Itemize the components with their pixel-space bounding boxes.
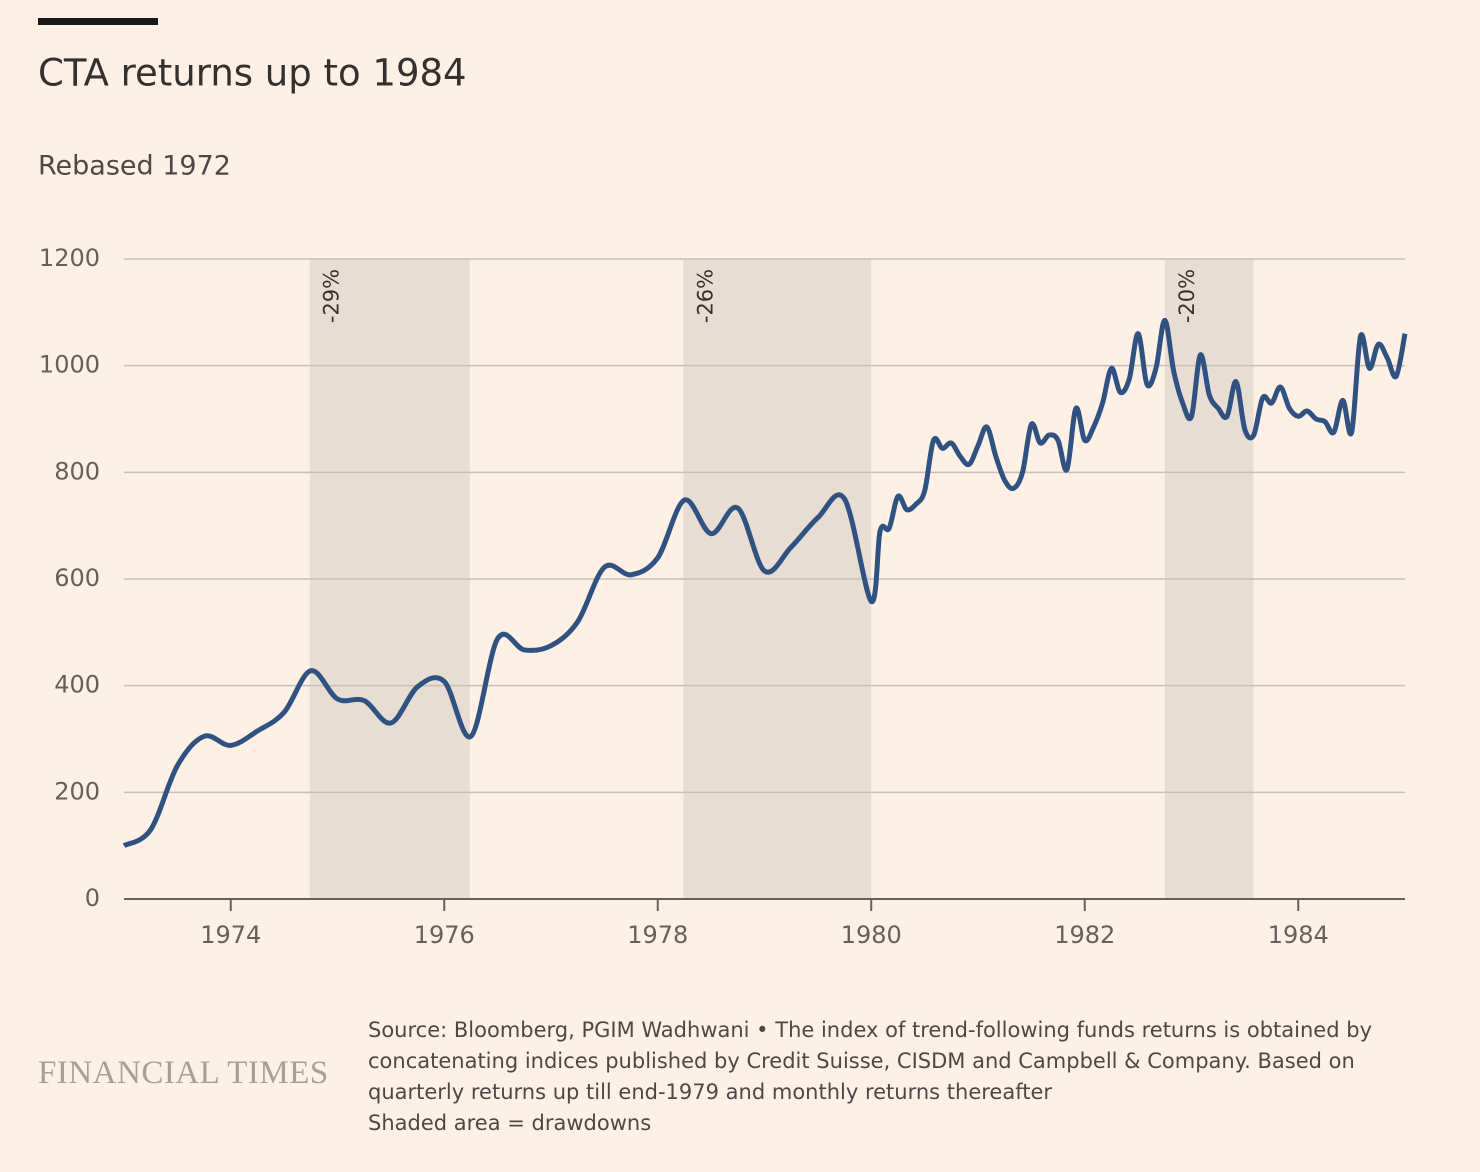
note: Shaded area = drawdowns xyxy=(368,1111,652,1135)
drawdown-label: -20% xyxy=(1175,269,1199,323)
x-tick-label: 1978 xyxy=(627,921,688,949)
chart-title: CTA returns up to 1984 xyxy=(38,52,467,95)
drawdown-label: -29% xyxy=(320,269,344,323)
top-bar xyxy=(38,18,158,25)
x-tick-label: 1982 xyxy=(1054,921,1115,949)
x-tick-label: 1980 xyxy=(841,921,902,949)
footer: Source: Bloomberg, PGIM Wadhwani • The i… xyxy=(368,1015,1408,1139)
x-tick-label: 1976 xyxy=(414,921,475,949)
brand: FINANCIAL TIMES xyxy=(38,1055,329,1091)
y-tick-label: 1200 xyxy=(39,244,100,272)
chart-subtitle: Rebased 1972 xyxy=(38,151,231,182)
y-tick-label: 600 xyxy=(54,564,100,592)
y-tick-label: 0 xyxy=(85,884,100,912)
y-tick-label: 400 xyxy=(54,671,100,699)
chart: CTA returns up to 1984 Rebased 1972 -29%… xyxy=(38,18,1408,949)
x-tick-label: 1974 xyxy=(200,921,261,949)
y-tick-label: 200 xyxy=(54,777,100,805)
y-tick-label: 800 xyxy=(54,457,100,485)
drawdown-label: -26% xyxy=(693,269,717,323)
data-line xyxy=(122,317,1408,848)
y-tick-label: 1000 xyxy=(39,351,100,379)
x-tick-label: 1984 xyxy=(1268,921,1329,949)
source: Source: Bloomberg, PGIM Wadhwani • The i… xyxy=(368,1018,1372,1104)
